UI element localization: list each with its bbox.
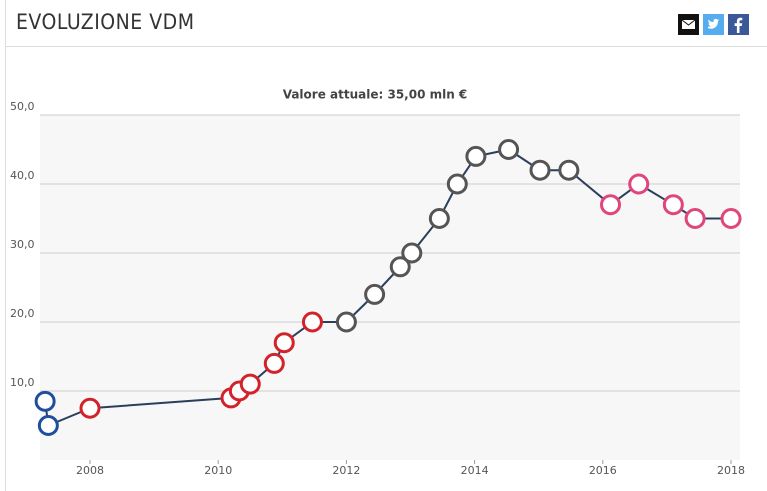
club-marker xyxy=(628,173,650,195)
y-tick-label: 50,0 xyxy=(10,100,35,113)
x-tick-label: 2010 xyxy=(204,464,232,477)
x-tick-label: 2016 xyxy=(589,464,617,477)
x-tick-label: 2008 xyxy=(76,464,104,477)
club-marker xyxy=(600,194,622,216)
y-tick-label: 30,0 xyxy=(10,238,35,251)
header-title: EVOLUZIONE VDM xyxy=(16,10,195,34)
club-marker xyxy=(498,139,520,160)
club-marker xyxy=(529,159,551,181)
x-tick-label: 2012 xyxy=(332,464,360,477)
club-marker xyxy=(239,373,261,395)
x-tick-label: 2014 xyxy=(461,464,489,477)
header: EVOLUZIONE VDM xyxy=(5,0,767,47)
x-tick-label: 2018 xyxy=(717,464,745,477)
club-marker xyxy=(428,208,450,229)
club-marker xyxy=(34,390,56,412)
twitter-button[interactable] xyxy=(703,14,724,35)
club-marker xyxy=(79,397,101,419)
club-marker xyxy=(684,208,706,229)
club-marker xyxy=(446,173,468,195)
y-tick-label: 10,0 xyxy=(10,376,35,389)
email-button[interactable] xyxy=(678,14,699,35)
frame xyxy=(5,0,766,491)
club-marker xyxy=(720,208,742,229)
club-marker xyxy=(364,283,386,305)
club-marker xyxy=(263,352,285,374)
club-marker xyxy=(401,242,423,264)
club-marker xyxy=(389,256,411,278)
club-marker xyxy=(558,159,580,181)
club-marker xyxy=(37,415,59,436)
club-marker xyxy=(273,332,295,354)
plot-area xyxy=(40,115,740,460)
club-marker xyxy=(662,194,684,216)
club-marker xyxy=(301,311,323,333)
chart-title: Valore attuale: 35,00 mln € xyxy=(283,88,468,102)
facebook-button[interactable] xyxy=(728,14,749,35)
y-tick-label: 20,0 xyxy=(10,307,35,320)
club-marker xyxy=(465,145,487,167)
y-tick-label: 40,0 xyxy=(10,169,35,182)
club-marker xyxy=(335,311,357,333)
